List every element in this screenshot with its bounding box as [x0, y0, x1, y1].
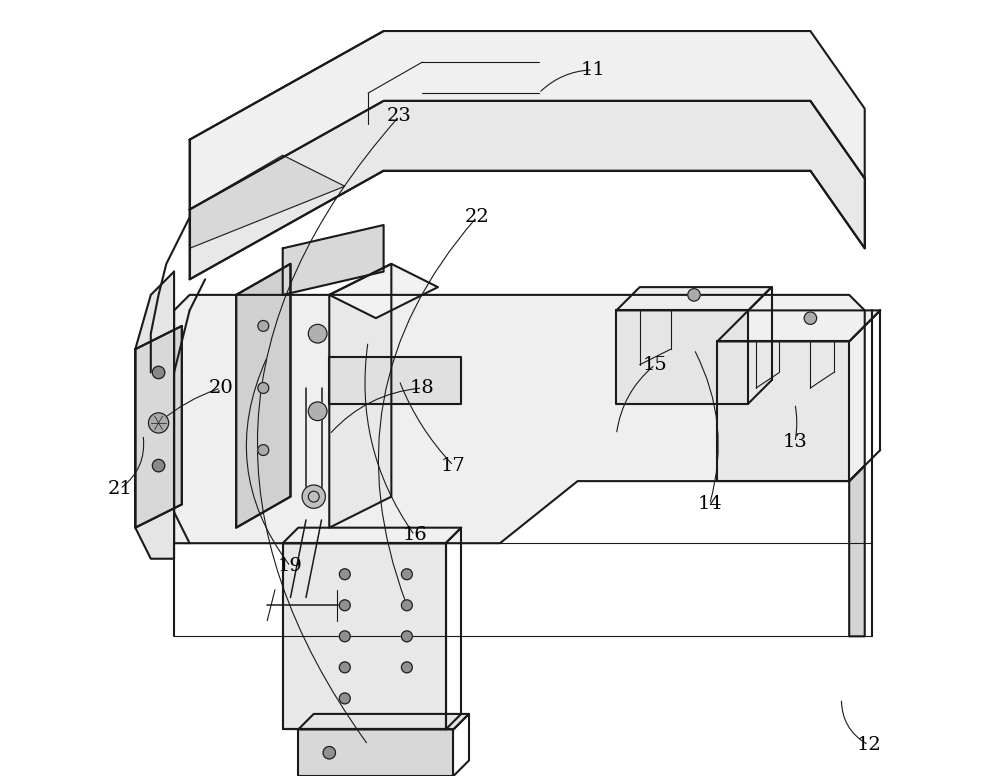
Polygon shape — [616, 287, 772, 310]
Circle shape — [152, 459, 165, 472]
Text: 11: 11 — [581, 61, 605, 79]
Polygon shape — [190, 31, 865, 210]
Polygon shape — [174, 295, 865, 543]
Polygon shape — [190, 155, 345, 248]
Text: 23: 23 — [387, 107, 412, 126]
Text: 22: 22 — [464, 208, 489, 227]
Text: 18: 18 — [410, 379, 435, 397]
Circle shape — [308, 324, 327, 343]
Circle shape — [302, 485, 325, 508]
Text: 12: 12 — [856, 736, 881, 754]
Polygon shape — [717, 341, 849, 481]
Circle shape — [258, 320, 269, 331]
Circle shape — [339, 631, 350, 642]
Circle shape — [401, 662, 412, 673]
Text: 16: 16 — [402, 526, 427, 545]
Circle shape — [339, 569, 350, 580]
Circle shape — [339, 693, 350, 704]
Polygon shape — [298, 714, 469, 729]
Circle shape — [688, 289, 700, 301]
Polygon shape — [135, 272, 174, 559]
Polygon shape — [329, 264, 391, 528]
Polygon shape — [283, 225, 384, 295]
Text: 21: 21 — [107, 480, 132, 498]
Polygon shape — [190, 101, 865, 279]
Circle shape — [401, 569, 412, 580]
Circle shape — [148, 413, 169, 433]
Circle shape — [258, 445, 269, 456]
Polygon shape — [329, 264, 438, 318]
Circle shape — [258, 383, 269, 393]
Polygon shape — [283, 528, 461, 543]
Circle shape — [401, 600, 412, 611]
Polygon shape — [283, 543, 446, 729]
Text: 14: 14 — [697, 495, 722, 514]
Polygon shape — [236, 264, 290, 528]
Polygon shape — [135, 326, 182, 528]
Text: 15: 15 — [643, 355, 668, 374]
Polygon shape — [236, 264, 290, 528]
Polygon shape — [298, 729, 453, 776]
Polygon shape — [849, 466, 865, 636]
Polygon shape — [616, 310, 748, 404]
Circle shape — [339, 600, 350, 611]
Text: 19: 19 — [278, 557, 303, 576]
Text: 13: 13 — [782, 433, 807, 452]
Circle shape — [804, 312, 817, 324]
Text: 20: 20 — [208, 379, 233, 397]
Circle shape — [308, 402, 327, 421]
Circle shape — [152, 366, 165, 379]
Text: 17: 17 — [441, 456, 466, 475]
Circle shape — [323, 747, 335, 759]
Polygon shape — [717, 310, 880, 341]
Circle shape — [339, 662, 350, 673]
Circle shape — [401, 631, 412, 642]
Polygon shape — [135, 326, 182, 528]
Polygon shape — [329, 357, 461, 404]
